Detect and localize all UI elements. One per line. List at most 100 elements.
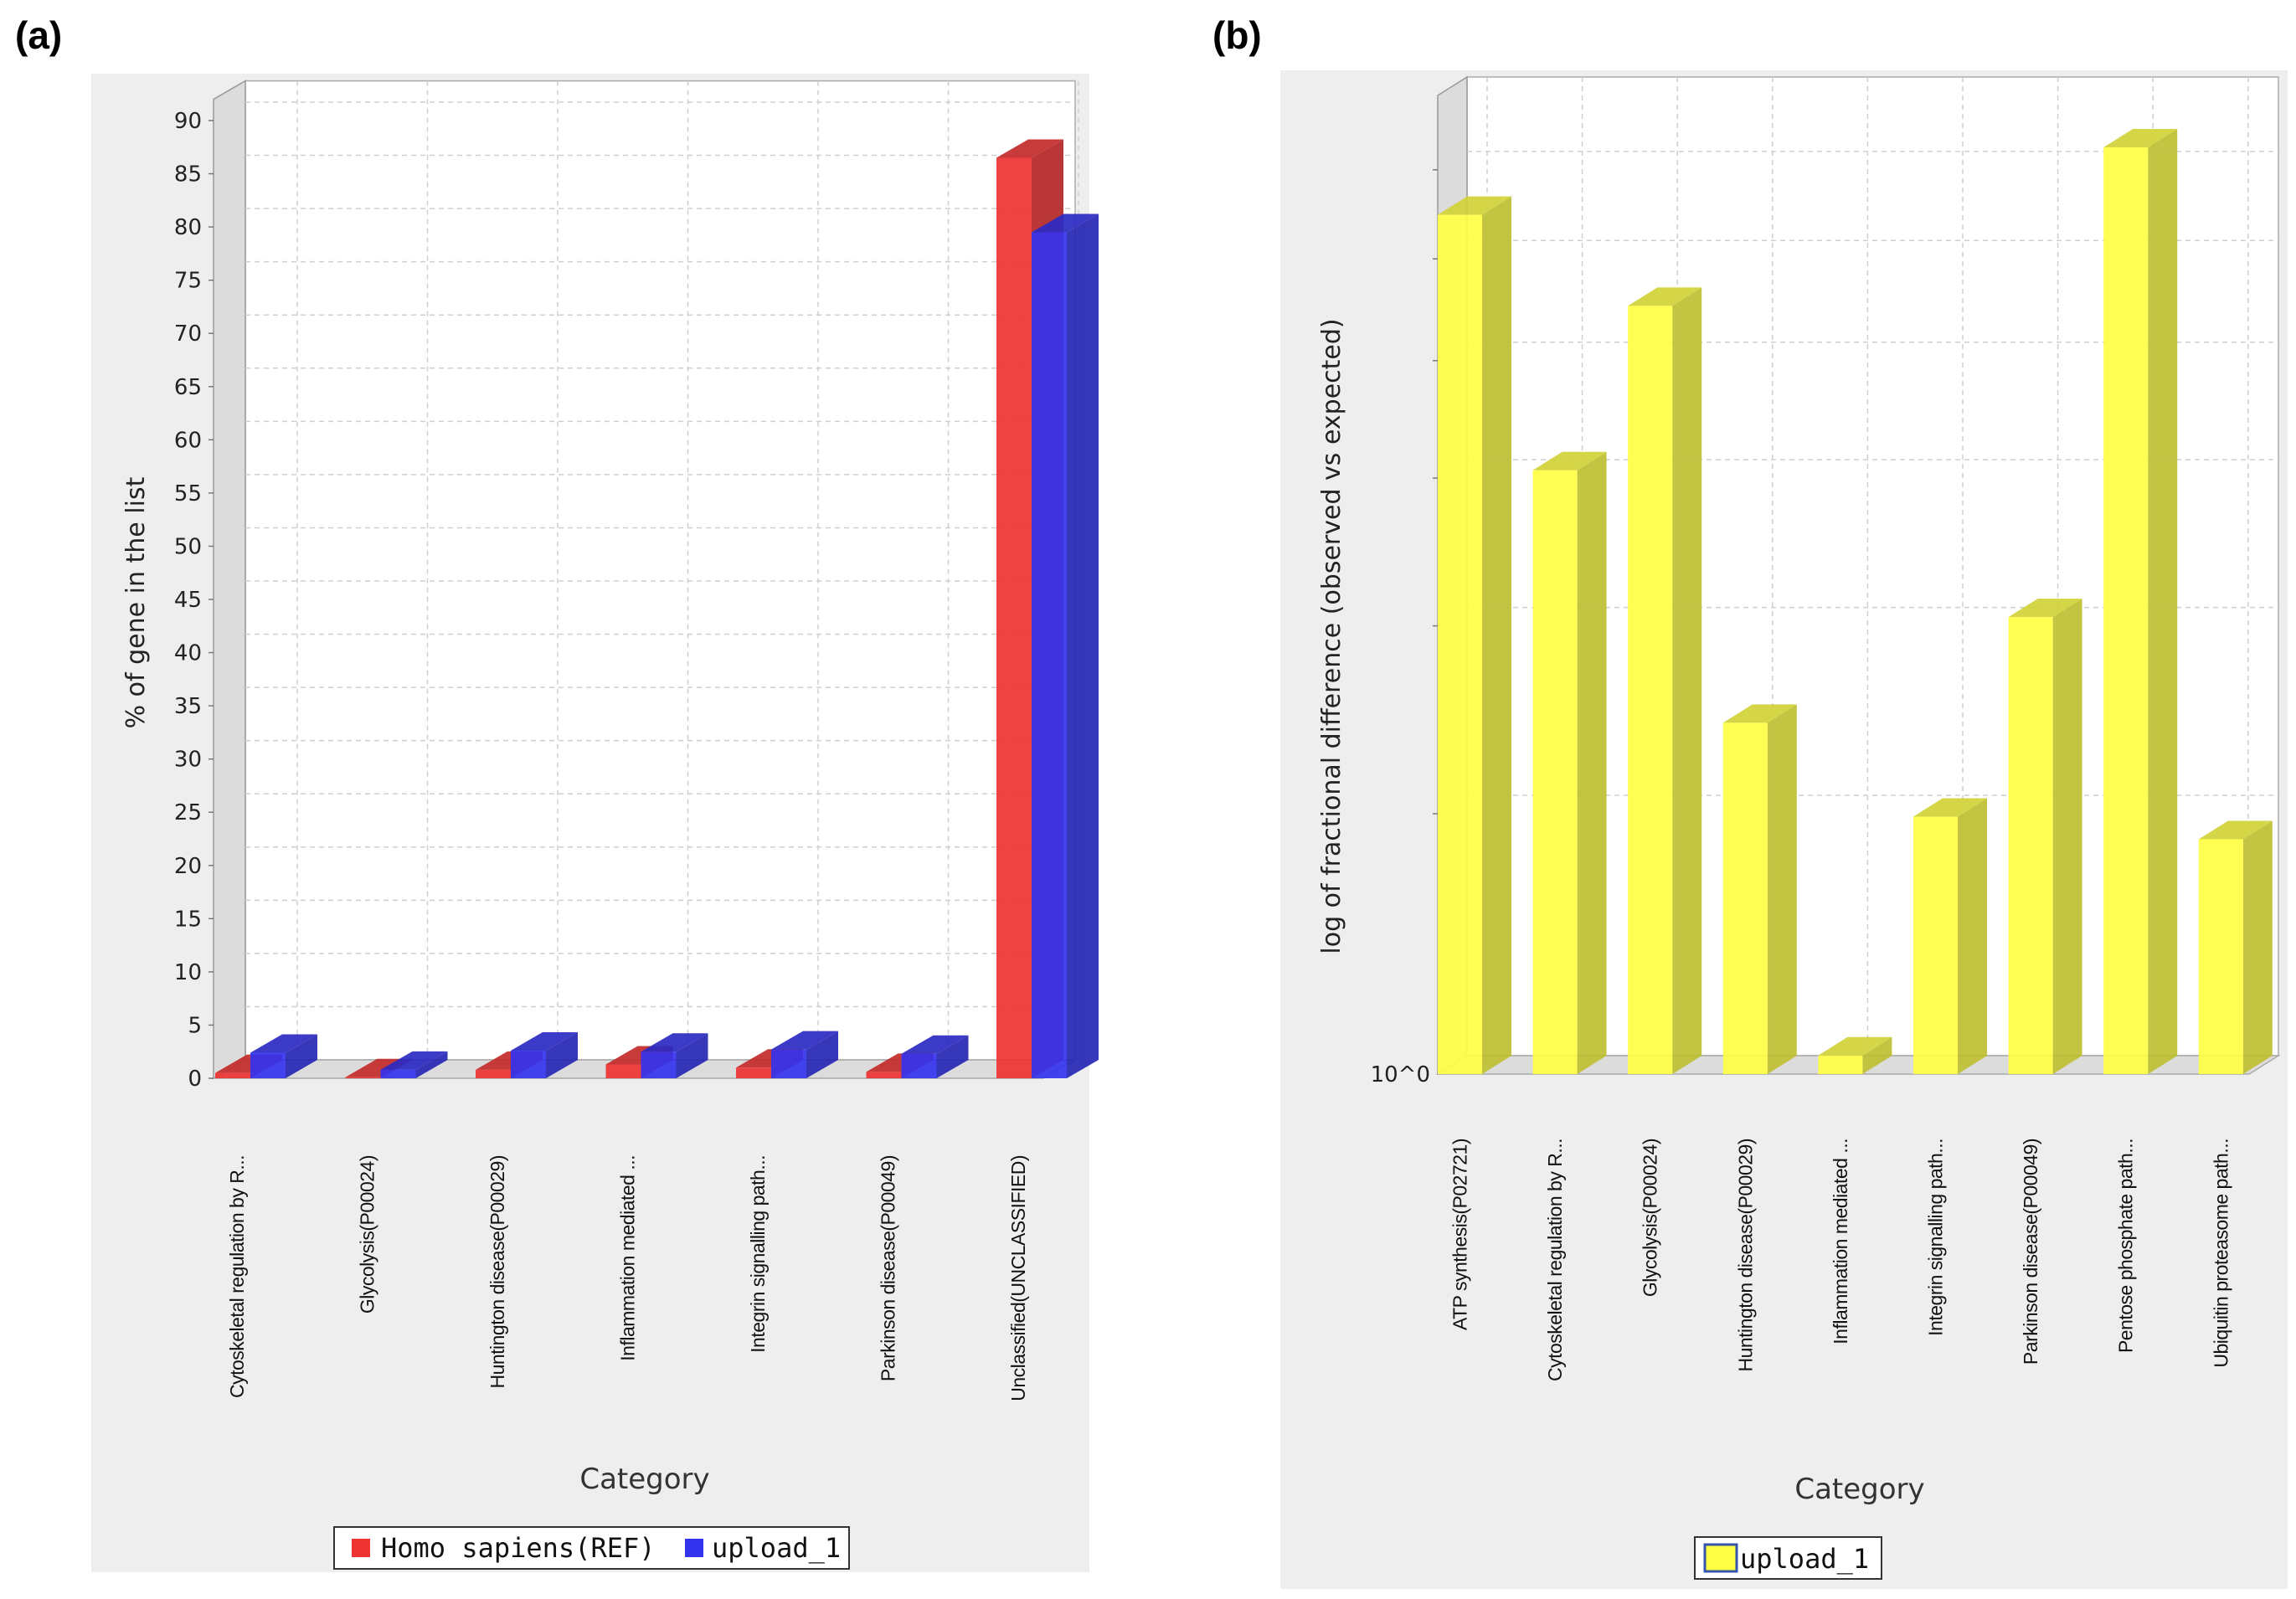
chart-a-bar-upload-front bbox=[380, 1069, 416, 1078]
chart-a-bar-upload-side bbox=[676, 1033, 708, 1078]
chart-a-bar-upload-side bbox=[936, 1035, 969, 1078]
chart-b-bar-upload-side bbox=[1958, 798, 1987, 1074]
chart-a-bar-upload-top bbox=[250, 1034, 317, 1053]
chart-b-category-label: Parkinson disease(P00049) bbox=[2020, 1139, 2041, 1365]
chart-a-bars bbox=[215, 139, 1099, 1078]
chart-a-bar-ref-front bbox=[736, 1067, 771, 1078]
chart-b-category-label: Ubiquitin proteasome path... bbox=[2210, 1139, 2232, 1368]
chart-b-bar-upload-side bbox=[2242, 820, 2273, 1074]
chart-a-category-label: Huntington disease(P00029) bbox=[486, 1155, 508, 1389]
chart-a-bar-upload-front bbox=[771, 1049, 806, 1078]
chart-b-x-tick-labels: ATP synthesis(P02721) Cytoskeletal regula… bbox=[1449, 1139, 2232, 1381]
chart-b-x-axis-title: Category bbox=[1794, 1473, 1924, 1506]
chart-b-bar-upload-side bbox=[1767, 704, 1797, 1074]
chart-a-bar-upload bbox=[511, 1031, 578, 1078]
chart-a-category-label: Integrin signalling path... bbox=[747, 1155, 769, 1353]
chart-a-bar-upload-side bbox=[546, 1031, 578, 1078]
chart-b-bar-upload-top bbox=[1722, 704, 1797, 723]
chart-b-bar-upload-side bbox=[2052, 599, 2082, 1074]
chart-b-bar-upload-top bbox=[2103, 128, 2178, 147]
chart-a-bar-upload bbox=[771, 1031, 838, 1078]
chart-a-bar-upload-side bbox=[1067, 213, 1099, 1078]
chart-a-y-tick-label: 65 bbox=[174, 375, 202, 400]
chart-b-bar-upload-side bbox=[1672, 287, 1702, 1075]
chart-a-bar-ref-front bbox=[605, 1064, 641, 1078]
chart-b-bar-upload-top bbox=[2008, 599, 2082, 618]
chart-b-bar-upload-top bbox=[2198, 820, 2273, 840]
chart-a-bar-upload-front bbox=[901, 1053, 937, 1078]
chart-b-bar-upload-top bbox=[1532, 451, 1607, 470]
chart-b-category-label: ATP synthesis(P02721) bbox=[1449, 1139, 1471, 1330]
chart-b-bar-upload bbox=[1818, 1036, 1892, 1074]
chart-b: ATP synthesis(P02721) Cytoskeletal regula… bbox=[1280, 70, 2288, 1589]
chart-a-legend-box bbox=[333, 1526, 850, 1570]
chart-a-bar-upload-side bbox=[415, 1051, 448, 1078]
chart-b-legend: upload_1 bbox=[1694, 1536, 1882, 1580]
chart-b-bar-upload bbox=[2103, 128, 2178, 1074]
chart-a-y-tick-label: 45 bbox=[174, 588, 202, 613]
chart-a-bar-upload-top bbox=[380, 1051, 448, 1070]
chart-a: 0 5 10 15 20 25 30 35 40 45 50 55 60 65 70 75 80 85 90 Cyt… bbox=[91, 74, 1099, 1572]
chart-a-y-tick-label: 85 bbox=[174, 162, 202, 188]
chart-b-bar-upload bbox=[2008, 599, 2082, 1074]
chart-a-legend: Homo sapiens(REF) upload_1 bbox=[333, 1526, 850, 1570]
chart-a-bar-ref-front bbox=[476, 1069, 511, 1078]
chart-a-bar-upload bbox=[1032, 213, 1099, 1078]
chart-a-bar-upload-front bbox=[1032, 232, 1067, 1078]
chart-a-category-label: Glycolysis(P00024) bbox=[357, 1155, 378, 1314]
chart-a-y-tick-label: 15 bbox=[174, 907, 202, 932]
chart-a-bar-upload-front bbox=[511, 1050, 546, 1078]
chart-a-bar-upload bbox=[380, 1051, 448, 1078]
chart-b-bar-upload bbox=[1438, 196, 1511, 1074]
chart-a-bar-upload bbox=[901, 1035, 969, 1078]
chart-b-category-label: Huntington disease(P00029) bbox=[1734, 1139, 1756, 1372]
chart-b-bar-upload-front bbox=[2008, 617, 2053, 1074]
chart-a-x-tick-labels: Cytoskeletal regulation by R... Glycolysi… bbox=[226, 1155, 1029, 1401]
chart-a-y-tick-label: 75 bbox=[174, 269, 202, 294]
chart-b-bar-upload bbox=[1722, 704, 1797, 1074]
legend-swatch-upload bbox=[685, 1539, 703, 1557]
chart-b-y-tick-label: 10^0 bbox=[1371, 1062, 1430, 1087]
chart-b-y-axis-title: log of fractional difference (observed v… bbox=[1317, 318, 1346, 954]
chart-a-y-tick-label: 55 bbox=[174, 481, 202, 506]
chart-a-category-label: Inflammation mediated ... bbox=[617, 1155, 639, 1361]
chart-b-bar-upload bbox=[1532, 451, 1607, 1074]
chart-b-category-label: Inflammation mediated ... bbox=[1830, 1139, 1851, 1344]
chart-a-y-axis-title: % of gene in the list bbox=[121, 476, 151, 728]
chart-b-category-label: Glycolysis(P00024) bbox=[1640, 1139, 1661, 1297]
chart-b-bars bbox=[1438, 128, 2273, 1075]
chart-a-category-label: Unclassified(UNCLASSIFIED) bbox=[1007, 1155, 1029, 1401]
chart-b-category-label: Integrin signalling path... bbox=[1925, 1139, 1947, 1336]
chart-a-y-tick-label: 25 bbox=[174, 800, 202, 825]
legend-swatch-upload-b bbox=[1703, 1543, 1738, 1573]
chart-a-y-tick-label: 50 bbox=[174, 534, 202, 559]
chart-b-bar-upload-side bbox=[1862, 1036, 1892, 1074]
chart-a-bar-upload-front bbox=[250, 1052, 286, 1078]
chart-b-bar-upload-side bbox=[2148, 128, 2178, 1074]
chart-a-x-axis-title: Category bbox=[579, 1463, 709, 1496]
chart-b-bar-upload-top bbox=[1818, 1036, 1892, 1056]
chart-b-bar-upload-front bbox=[1818, 1055, 1863, 1074]
chart-b-bar-upload-top bbox=[1913, 798, 1987, 817]
chart-b-bar-upload bbox=[2198, 820, 2273, 1074]
chart-b-bar-upload-front bbox=[1913, 816, 1958, 1074]
chart-a-plot-area bbox=[211, 80, 1079, 1080]
chart-a-bar-upload-top bbox=[511, 1031, 578, 1051]
chart-a-y-tick-label: 35 bbox=[174, 694, 202, 719]
chart-a-bar-upload-top bbox=[1032, 213, 1099, 233]
chart-a-y-tick-label: 0 bbox=[188, 1067, 202, 1092]
chart-a-y-ticks: 0 5 10 15 20 25 30 35 40 45 50 55 60 65 70 75 80 85 90 bbox=[174, 109, 214, 1092]
chart-b-bar-upload-top bbox=[1438, 196, 1511, 215]
chart-a-bar-upload-top bbox=[901, 1035, 969, 1054]
chart-a-y-tick-label: 70 bbox=[174, 321, 202, 347]
chart-a-category-label: Parkinson disease(P00049) bbox=[878, 1155, 899, 1381]
chart-a-y-tick-label: 90 bbox=[174, 109, 202, 134]
chart-a-bar-ref-front bbox=[215, 1072, 250, 1078]
legend-swatch-ref bbox=[352, 1539, 370, 1557]
chart-a-y-tick-label: 10 bbox=[174, 960, 202, 985]
chart-a-bar-upload-top bbox=[771, 1031, 838, 1050]
chart-b-bar-upload-front bbox=[1628, 306, 1673, 1075]
chart-a-bar-ref-front bbox=[866, 1072, 902, 1078]
legend-label-ref: Homo sapiens(REF) bbox=[381, 1532, 656, 1564]
